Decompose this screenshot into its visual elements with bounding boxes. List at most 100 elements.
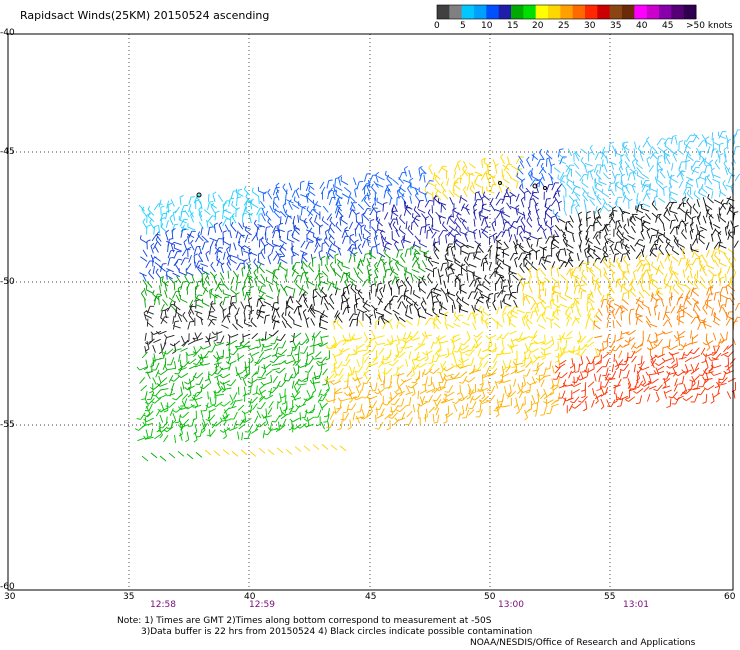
- wind-barb: [693, 194, 701, 200]
- wind-barb-flag: [699, 229, 704, 233]
- wind-barb-flag: [500, 350, 504, 355]
- wind-barb-flag: [328, 179, 333, 182]
- wind-barb-flag: [620, 310, 625, 313]
- wind-barb: [541, 314, 547, 323]
- wind-barb-flag: [287, 311, 291, 316]
- wind-barb-flag: [478, 305, 482, 310]
- wind-barb: [697, 233, 705, 239]
- wind-barb: [654, 241, 658, 250]
- wind-barb-flag: [201, 272, 206, 275]
- wind-barb: [463, 259, 470, 267]
- wind-barb: [496, 333, 503, 341]
- wind-barb: [585, 237, 590, 246]
- wind-barb: [384, 269, 387, 278]
- wind-barb: [196, 357, 203, 365]
- wind-barb: [596, 366, 603, 373]
- wind-barb: [654, 197, 657, 206]
- wind-barb: [363, 254, 366, 263]
- wind-barb-flag: [669, 296, 674, 299]
- wind-barb: [371, 304, 378, 312]
- wind-barb: [327, 283, 332, 291]
- wind-barb: [438, 386, 447, 391]
- wind-barb: [648, 165, 654, 173]
- wind-barb: [248, 279, 252, 288]
- wind-barb: [451, 304, 454, 314]
- wind-barb: [222, 380, 231, 385]
- wind-barb-flag: [439, 301, 442, 306]
- wind-barb: [279, 249, 286, 257]
- wind-barb-flag: [222, 230, 227, 233]
- wind-barb: [237, 404, 245, 411]
- wind-barb-flag: [209, 226, 214, 228]
- wind-barb-flag: [266, 226, 271, 228]
- wind-barb-flag: [253, 269, 257, 273]
- wind-barb: [621, 293, 624, 302]
- wind-barb: [264, 331, 267, 340]
- wind-barb: [565, 340, 568, 349]
- wind-barb: [156, 234, 162, 242]
- wind-barb: [202, 363, 210, 366]
- wind-barb: [187, 321, 191, 330]
- wind-barb: [228, 405, 237, 410]
- wind-barb-flag: [143, 367, 148, 371]
- wind-barb-flag: [273, 208, 277, 213]
- wind-barb: [501, 168, 504, 177]
- wind-barb: [667, 319, 673, 328]
- wind-barb: [686, 395, 694, 401]
- wind-barb: [692, 290, 700, 297]
- wind-barb: [474, 171, 483, 176]
- wind-barb: [424, 225, 427, 234]
- wind-barb-flag: [673, 335, 677, 339]
- wind-barb-flag: [291, 346, 296, 349]
- wind-barb: [655, 214, 658, 223]
- wind-barb: [466, 244, 475, 249]
- wind-barb: [293, 323, 302, 328]
- wind-barb-flag: [148, 269, 151, 274]
- wind-barb-flag: [389, 397, 394, 400]
- wind-barb: [384, 309, 392, 315]
- wind-barb: [672, 391, 678, 399]
- wind-barb: [460, 196, 468, 202]
- wind-barb: [459, 195, 462, 204]
- wind-barb: [656, 156, 660, 165]
- wind-barb: [446, 412, 454, 419]
- wind-barb: [374, 231, 378, 240]
- wind-barb-flag: [475, 410, 481, 413]
- wind-barb: [543, 231, 547, 240]
- wind-barb-flag: [603, 250, 607, 255]
- wind-barb: [239, 339, 244, 348]
- wind-barb-flag: [433, 267, 438, 270]
- wind-barb: [601, 159, 604, 168]
- wind-barb: [146, 310, 154, 315]
- wind-barb: [314, 283, 318, 292]
- wind-barb: [425, 368, 433, 376]
- wind-barb: [383, 303, 389, 311]
- wind-barb: [312, 375, 321, 379]
- wind-barb-flag: [364, 339, 368, 343]
- wind-barb-flag: [610, 212, 614, 217]
- wind-barb: [216, 258, 221, 267]
- wind-barb: [438, 353, 447, 358]
- wind-barb: [591, 356, 596, 364]
- wind-barb: [472, 401, 477, 409]
- wind-barb-flag: [654, 305, 659, 308]
- wind-barb: [554, 214, 560, 223]
- wind-barb: [187, 404, 195, 410]
- wind-barb: [142, 273, 147, 282]
- wind-barb: [571, 274, 580, 280]
- wind-barb: [193, 255, 196, 264]
- wind-barb: [403, 239, 411, 244]
- wind-barb-flag: [581, 371, 586, 373]
- wind-barb: [564, 337, 573, 340]
- wind-barb: [268, 400, 274, 409]
- wind-barb: [614, 334, 616, 343]
- wind-barb: [188, 314, 195, 322]
- wind-barb-flag: [143, 414, 148, 418]
- wind-barb: [298, 294, 303, 303]
- wind-barb: [367, 271, 371, 280]
- wind-barb: [198, 221, 204, 229]
- wind-barb-flag: [654, 354, 659, 358]
- wind-barb: [213, 224, 216, 233]
- wind-barb: [273, 356, 280, 363]
- wind-barb: [369, 337, 377, 342]
